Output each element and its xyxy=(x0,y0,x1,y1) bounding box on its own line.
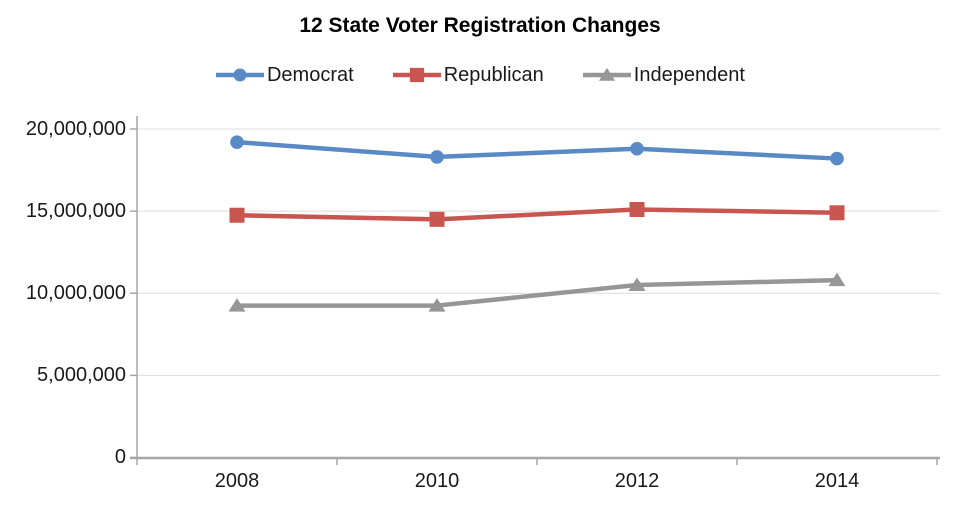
legend-label-independent: Independent xyxy=(633,63,745,86)
legend-label-democrat: Democrat xyxy=(266,63,354,86)
legend: Democrat Republican Independent xyxy=(0,60,960,90)
x-axis-tick-label: 2014 xyxy=(814,470,860,492)
x-axis-tick-label: 2010 xyxy=(414,470,460,492)
legend-marker-independent-icon xyxy=(582,67,631,81)
x-axis-tick-label: 2008 xyxy=(214,470,260,492)
chart-title: 12 State Voter Registration Changes xyxy=(299,14,661,37)
legend-item-republican: Republican xyxy=(392,64,544,87)
x-axis-tick-label: 2012 xyxy=(614,470,660,492)
legend-marker-democrat-icon xyxy=(215,68,264,82)
legend-item-democrat: Democrat xyxy=(215,64,354,87)
y-axis-tick-label: 0 xyxy=(114,446,126,468)
y-axis-tick-label: 5,000,000 xyxy=(37,364,126,386)
legend-label-republican: Republican xyxy=(443,63,544,86)
legend-marker-republican-icon xyxy=(392,67,441,83)
y-axis-tick-label: 15,000,000 xyxy=(25,200,126,222)
legend-item-independent: Independent xyxy=(582,64,745,87)
y-axis-tick-label: 20,000,000 xyxy=(25,118,126,140)
y-axis-tick-label: 10,000,000 xyxy=(25,282,126,304)
